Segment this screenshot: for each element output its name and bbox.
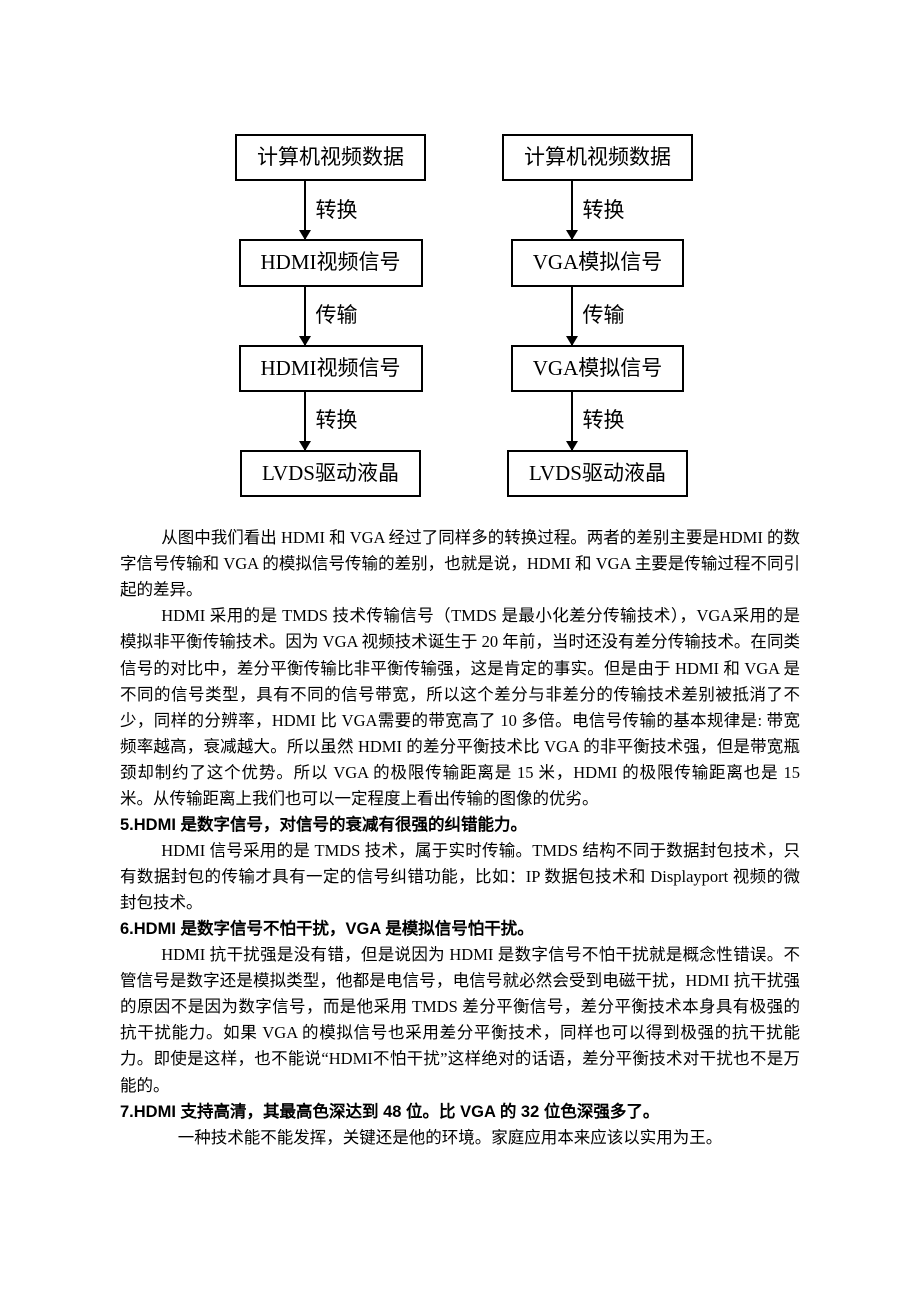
flow-edge-label: 转换 — [316, 200, 358, 221]
paragraph: HDMI 抗干扰强是没有错，但是说因为 HDMI 是数字信号不怕干扰就是概念性错… — [120, 942, 800, 1098]
paragraph: 从图中我们看出 HDMI 和 VGA 经过了同样多的转换过程。两者的差别主要是H… — [120, 525, 800, 603]
flow-edge-label: 传输 — [316, 305, 358, 326]
arrow-down-icon — [571, 392, 573, 450]
flow-edge-label: 转换 — [583, 410, 625, 431]
arrow-down-icon — [304, 392, 306, 450]
flow-edge-label: 转换 — [583, 200, 625, 221]
flow-edge: 转换 — [571, 392, 625, 450]
flow-edge: 转换 — [304, 392, 358, 450]
arrow-down-icon — [571, 287, 573, 345]
flow-edge: 转换 — [571, 181, 625, 239]
flow-node: LVDS驱动液晶 — [240, 450, 421, 497]
flow-edge: 传输 — [571, 287, 625, 345]
flow-edge: 转换 — [304, 181, 358, 239]
section-heading: 7.HDMI 支持高清，其最高色深达到 48 位。比 VGA 的 32 位色深强… — [120, 1099, 800, 1125]
arrow-down-icon — [304, 287, 306, 345]
flowchart-left: 计算机视频数据 转换 HDMI视频信号 传输 HDMI视频信号 转换 LVDS驱… — [235, 134, 426, 497]
flow-node: HDMI视频信号 — [239, 239, 423, 286]
paragraph: HDMI 采用的是 TMDS 技术传输信号（TMDS 是最小化差分传输技术），V… — [120, 603, 800, 812]
flow-node: 计算机视频数据 — [502, 134, 693, 181]
flow-edge-label: 转换 — [316, 410, 358, 431]
flow-node: HDMI视频信号 — [239, 345, 423, 392]
flow-node: VGA模拟信号 — [511, 345, 685, 392]
arrow-down-icon — [304, 181, 306, 239]
flowchart-container: 计算机视频数据 转换 HDMI视频信号 传输 HDMI视频信号 转换 LVDS驱… — [128, 134, 800, 497]
flow-node: VGA模拟信号 — [511, 239, 685, 286]
arrow-down-icon — [571, 181, 573, 239]
section-heading: 6.HDMI 是数字信号不怕干扰，VGA 是模拟信号怕干扰。 — [120, 916, 800, 942]
flow-edge: 传输 — [304, 287, 358, 345]
flow-edge-label: 传输 — [583, 305, 625, 326]
flow-node: LVDS驱动液晶 — [507, 450, 688, 497]
section-heading: 5.HDMI 是数字信号，对信号的衰减有很强的纠错能力。 — [120, 812, 800, 838]
flow-node: 计算机视频数据 — [235, 134, 426, 181]
flowchart-right: 计算机视频数据 转换 VGA模拟信号 传输 VGA模拟信号 转换 LVDS驱动液… — [502, 134, 693, 497]
paragraph: 一种技术能不能发挥，关键还是他的环境。家庭应用本来应该以实用为王。 — [120, 1125, 800, 1151]
paragraph: HDMI 信号采用的是 TMDS 技术，属于实时传输。TMDS 结构不同于数据封… — [120, 838, 800, 916]
document-page: 计算机视频数据 转换 HDMI视频信号 传输 HDMI视频信号 转换 LVDS驱… — [0, 0, 920, 1302]
